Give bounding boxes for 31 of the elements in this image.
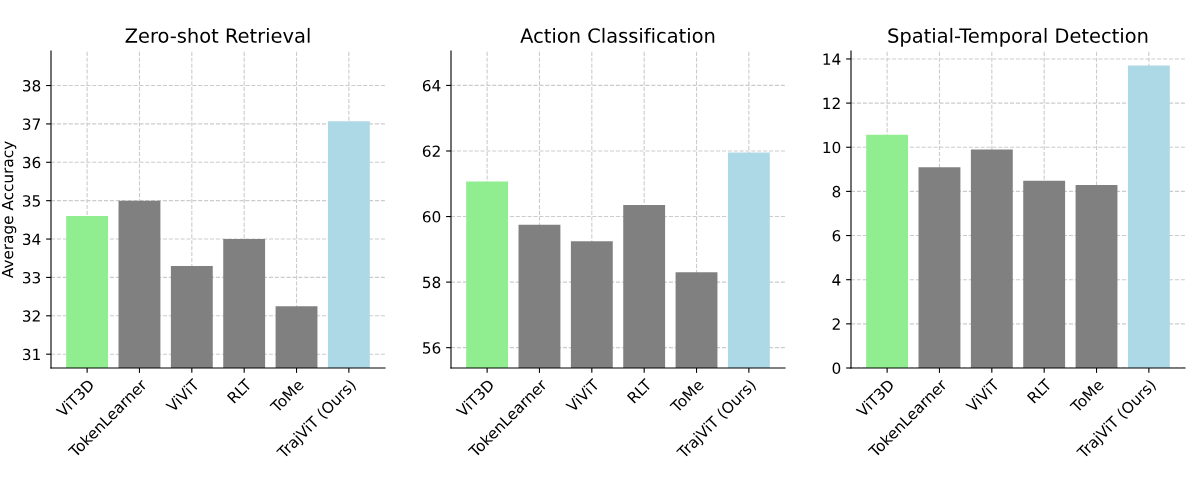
y-tick-label: 56 — [423, 342, 441, 354]
bar — [866, 134, 909, 368]
y-axis-title: Average Accuracy — [1, 141, 17, 279]
bar — [1075, 185, 1118, 368]
y-tick-label: 60 — [422, 211, 441, 223]
y-tick-label: 10 — [823, 141, 841, 154]
y-tick-label: 4 — [832, 274, 841, 286]
y-tick-label: 34 — [23, 233, 41, 246]
y-tick-label: 33 — [23, 271, 41, 284]
chart-title: Spatial-Temporal Detection — [888, 27, 1148, 47]
bar — [918, 167, 961, 368]
y-tick-label: 31 — [23, 348, 40, 361]
y-tick-label: 64 — [422, 79, 441, 92]
y-tick-label: 62 — [422, 145, 440, 158]
chart-title: Action Classification — [520, 27, 715, 43]
y-tick-label: 2 — [832, 318, 840, 330]
y-tick-label: 14 — [823, 53, 841, 65]
y-tick-label: 8 — [832, 185, 841, 198]
y-tick-label: 37 — [23, 118, 40, 130]
y-tick-label: 36 — [23, 156, 41, 169]
bar — [1127, 65, 1170, 368]
y-tick-label: 35 — [23, 195, 40, 207]
y-tick-label: 12 — [823, 97, 840, 109]
y-tick-label: 58 — [423, 276, 441, 289]
bar — [1023, 180, 1066, 368]
y-tick-label: 6 — [832, 230, 841, 242]
bar — [970, 149, 1013, 368]
y-tick-label: 32 — [23, 310, 40, 322]
y-tick-label: 38 — [23, 80, 41, 92]
y-tick-label: 0 — [832, 362, 841, 375]
chart-title: Zero-shot Retrieval — [125, 27, 310, 43]
